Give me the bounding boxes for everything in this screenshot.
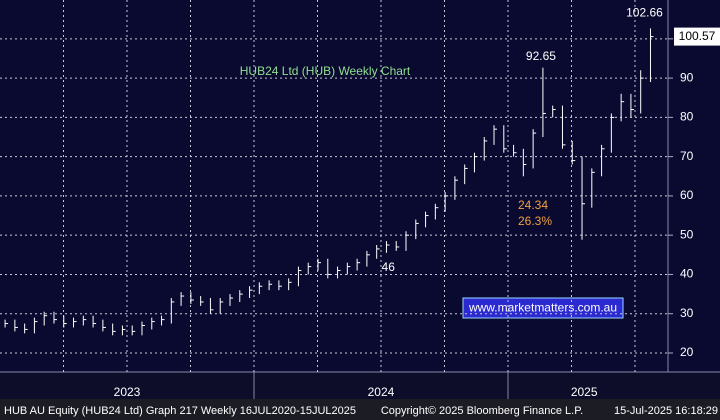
annotation: 26.3% — [518, 214, 552, 228]
x-tick-label: 2024 — [368, 385, 395, 399]
value-label: 102.66 — [626, 6, 663, 20]
last-price-box — [674, 27, 720, 46]
footer-middle: Copyright© 2025 Bloomberg Finance L.P. — [381, 405, 583, 417]
y-tick-label: 70 — [680, 149, 694, 163]
y-tick-label: 80 — [680, 110, 694, 124]
value-label: 92.65 — [526, 49, 556, 63]
website-box — [462, 297, 624, 319]
y-tick-label: 60 — [680, 188, 694, 202]
footer-left: HUB AU Equity (HUB24 Ltd) Graph 217 Week… — [4, 405, 356, 417]
x-tick-label: 2023 — [114, 385, 141, 399]
footer-band — [0, 399, 720, 420]
annotation: 24.34 — [518, 198, 548, 212]
y-tick-label: 30 — [680, 306, 694, 320]
x-axis-band — [0, 372, 720, 399]
y-tick-label: 40 — [680, 267, 694, 281]
y-tick-label: 50 — [680, 227, 694, 241]
y-tick-label: 90 — [680, 70, 694, 84]
last-price: 100.57 — [679, 29, 716, 43]
y-tick-label: 20 — [680, 345, 694, 359]
x-tick-label: 2025 — [571, 385, 598, 399]
value-label: 46 — [382, 260, 396, 274]
footer-right: 15-Jul-2025 16:18:29 — [614, 405, 718, 417]
website: www.marketmatters.com.au — [468, 301, 617, 315]
chart-title: HUB24 Ltd (HUB) Weekly Chart — [240, 64, 411, 78]
